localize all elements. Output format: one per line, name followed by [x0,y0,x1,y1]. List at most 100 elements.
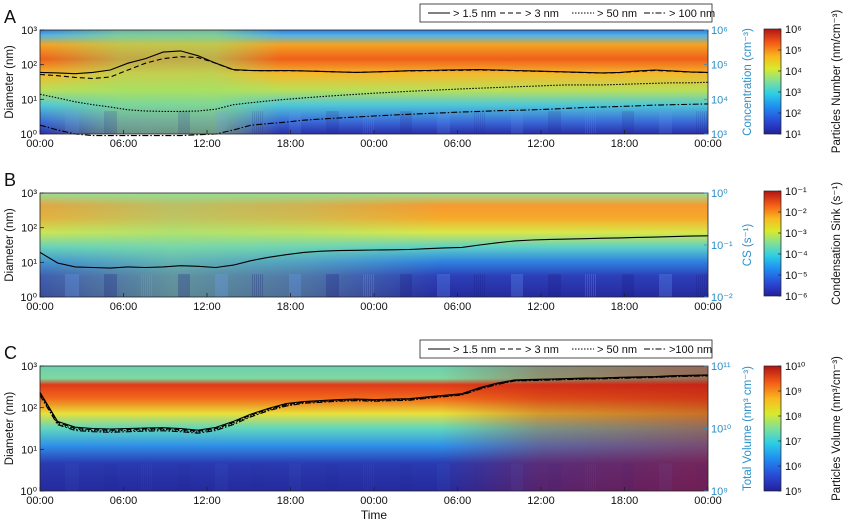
y-axis-label: Diameter (nm) [4,208,16,282]
colorbar-tick-label: 10⁻⁶ [785,291,808,303]
y2-tick-label: 10⁹ [711,486,728,498]
panel-label: C [4,343,17,363]
x-tick-label: 18:00 [611,301,639,313]
colorbar-tick-label: 10⁴ [785,66,802,78]
x-tick-label: 18:00 [611,495,639,507]
legend-entry: > 100 nm [669,8,715,20]
heatmap-texture [40,111,707,134]
y-tick-label: 10³ [21,25,37,37]
y2-tick-label: 10⁴ [711,94,728,106]
panel-label: B [4,170,16,190]
x-tick-label: 12:00 [193,301,221,313]
x-tick-label: 12:00 [527,301,555,313]
legend-box [419,339,713,359]
y-tick-label: 10² [21,60,37,72]
colorbar-tick-label: 10¹⁰ [785,361,806,373]
colorbar-tick-label: 10⁷ [785,436,801,448]
y-tick-label: 10⁰ [20,486,37,498]
legend-box [419,3,713,23]
x-axis-label: Time [361,508,388,522]
colorbar-tick-label: 10⁶ [785,461,802,473]
x-tick-label: 18:00 [277,138,305,150]
colorbar-tick-label: 10⁵ [785,486,802,498]
y-axis-label: Diameter (nm) [4,45,16,119]
y-tick-label: 10¹ [21,257,37,269]
x-tick-label: 12:00 [527,138,555,150]
y-tick-label: 10³ [21,361,37,373]
series-line [39,375,709,434]
colorbar-label: Particles Volume (nm³/cm⁻³) [831,356,843,501]
colorbar-label: Particles Number (nm/cm⁻³) [831,10,843,154]
y-tick-label: 10³ [21,188,37,200]
x-tick-label: 06:00 [110,495,138,507]
panel-label: A [4,7,16,27]
x-tick-label: 00:00 [360,495,388,507]
heatmap-shading [40,30,708,134]
x-tick-label: 06:00 [110,301,138,313]
x-tick-label: 00:00 [694,138,722,150]
series-line [39,103,709,137]
colorbar-tick-label: 10¹ [785,129,801,141]
legend-entry: > 50 nm [597,344,637,356]
x-tick-label: 12:00 [527,495,555,507]
panel-a: 10⁰ 10¹ 10² 10³ 10³ 10⁴ 10⁵ 10⁶ 00:00 06:00 12:00 1… [4,3,843,154]
legend-entry: > 1.5 nm [453,8,496,20]
series-line [39,235,709,269]
legend-entry: > 3 nm [525,344,559,356]
series-line [39,81,709,112]
colorbar-tick-label: 10⁶ [785,24,802,36]
x-tick-label: 00:00 [694,301,722,313]
y2-tick-label: 10⁵ [711,60,728,72]
x-tick-label: 00:00 [26,301,54,313]
x-tick-label: 00:00 [26,138,54,150]
colorbar-tick-label: 10⁻³ [785,228,807,240]
y2-axis-label: Total Volume (nm³ cm⁻³) [742,366,754,491]
colorbar-tick-label: 10⁵ [785,45,802,57]
y2-tick-label: 10⁶ [711,25,728,37]
colorbar-tick-label: 10⁸ [785,411,802,423]
colorbar [763,28,782,135]
colorbar-tick-label: 10⁻⁵ [785,270,808,282]
x-tick-label: 06:00 [110,138,138,150]
x-tick-label: 18:00 [277,495,305,507]
heatmap-texture [40,274,707,297]
legend-entry: >100 nm [669,344,712,356]
colorbar-tick-label: 10⁻² [785,207,807,219]
x-tick-label: 06:00 [444,495,472,507]
legend-entry: > 1.5 nm [453,344,496,356]
y-tick-label: 10⁰ [20,129,37,141]
colorbar-tick-label: 10⁻¹ [785,186,807,198]
heatmap-shading [40,193,708,297]
series-line [39,374,709,433]
y2-tick-label: 10³ [711,129,727,141]
colorbar-label: Condensation Sink (s⁻¹) [831,182,843,305]
y2-tick-label: 10⁻¹ [711,240,733,252]
y2-tick-label: 10¹⁰ [711,424,732,436]
y-tick-label: 10² [21,223,37,235]
colorbar-tick-label: 10⁻⁴ [785,249,808,261]
colorbar-tick-label: 10² [785,108,801,120]
colorbar [763,365,782,492]
legend-entry: > 50 nm [597,8,637,20]
y2-tick-label: 10⁰ [711,188,728,200]
legend-entry: > 3 nm [525,8,559,20]
series-line [39,374,709,432]
y-tick-label: 10¹ [21,444,37,456]
x-tick-label: 12:00 [193,495,221,507]
x-tick-label: 12:00 [193,138,221,150]
y-tick-label: 10¹ [21,94,37,106]
y2-tick-label: 10⁻² [711,292,733,304]
y-tick-label: 10⁰ [20,292,37,304]
x-tick-label: 18:00 [277,301,305,313]
x-tick-label: 00:00 [360,138,388,150]
colorbar-tick-label: 10³ [785,87,801,99]
series-line [39,56,709,80]
y-axis-label: Diameter (nm) [4,392,16,466]
panel-c: 10⁰ 10¹ 10² 10³ 10⁹ 10¹⁰ 10¹¹ 00:00 06:00 12:00 18… [4,339,843,522]
legend: > 1.5 nm > 3 nm > 50 nm >100 nm [419,339,713,359]
x-tick-label: 00:00 [694,495,722,507]
x-tick-label: 00:00 [26,495,54,507]
colorbar [763,190,782,297]
